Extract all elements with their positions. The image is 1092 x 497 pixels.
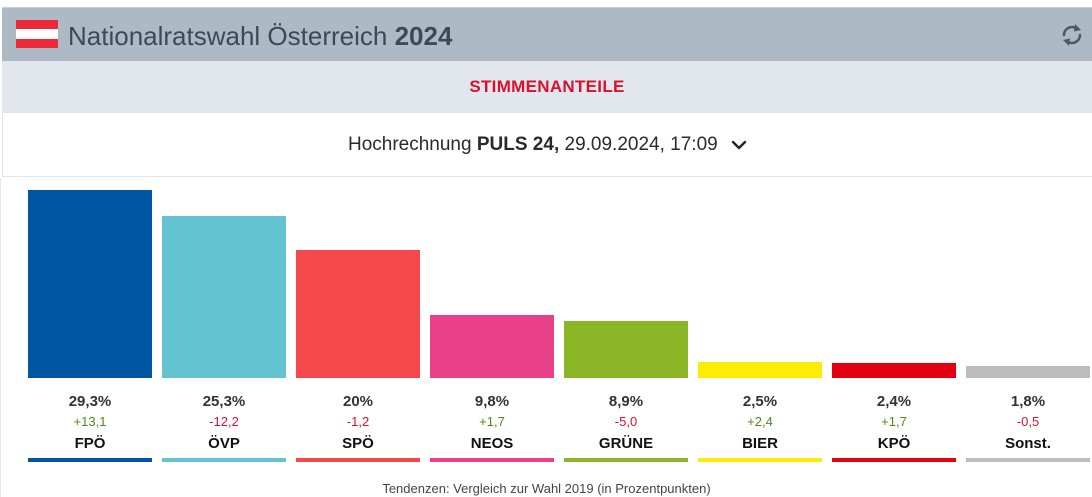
header-bar: Nationalratswahl Österreich 2024 <box>2 7 1092 61</box>
bar-4 <box>564 320 688 378</box>
bar-6 <box>832 362 956 378</box>
projection-datetime: 29.09.2024, 17:09 <box>559 134 718 155</box>
value-label: 8,9% <box>608 393 644 410</box>
projection-prefix: Hochrechnung <box>347 134 477 155</box>
difference-label: -5,0 <box>614 414 638 429</box>
party-color-underline <box>28 458 152 462</box>
difference-label: +1,7 <box>881 414 907 429</box>
party-color-underline <box>966 458 1090 462</box>
party-label: Sonst. <box>1005 435 1051 452</box>
tab-vote-share-label: STIMMENANTEILE <box>469 77 625 96</box>
difference-label: +13,1 <box>73 414 107 429</box>
difference-label: -12,2 <box>209 414 239 429</box>
bar-5 <box>698 361 822 378</box>
party-color-underline <box>162 458 286 462</box>
bar-0 <box>28 190 152 378</box>
party-label: KPÖ <box>877 435 911 452</box>
value-label: 1,8% <box>1010 393 1046 410</box>
party-label: BIER <box>742 435 778 452</box>
title-year: 2024 <box>394 21 453 51</box>
vote-share-bar-chart: Tendenzen: Vergleich zur Wahl 2019 (in P… <box>0 178 1092 497</box>
bar-3 <box>430 315 554 378</box>
projection-selector-dropdown[interactable]: Hochrechnung PULS 24, 29.09.2024, 17:09 <box>2 113 1092 177</box>
bar-2 <box>296 249 420 378</box>
party-label: NEOS <box>470 435 514 452</box>
difference-label: +1,7 <box>479 414 505 429</box>
party-label: SPÖ <box>342 435 374 452</box>
flag-stripe-top <box>16 20 58 30</box>
party-label: GRÜNE <box>598 435 654 452</box>
tab-vote-share[interactable]: STIMMENANTEILE <box>2 61 1092 113</box>
chevron-down-icon[interactable] <box>731 139 747 151</box>
value-label: 2,5% <box>742 393 778 410</box>
title-main: Nationalratswahl Österreich <box>68 21 388 51</box>
party-color-underline <box>430 458 554 462</box>
flag-stripe-bottom <box>16 38 58 48</box>
value-label: 29,3% <box>68 393 112 410</box>
value-label: 20% <box>342 393 374 410</box>
value-label: 9,8% <box>474 393 510 410</box>
difference-label: -1,2 <box>346 414 370 429</box>
bar-1 <box>162 215 286 378</box>
austria-flag-icon <box>16 20 58 48</box>
difference-label: +2,4 <box>747 414 773 429</box>
projection-source: PULS 24, <box>476 134 560 155</box>
difference-label: -0,5 <box>1016 414 1040 429</box>
party-label: ÖVP <box>208 435 240 452</box>
party-color-underline <box>832 458 956 462</box>
party-color-underline <box>698 458 822 462</box>
chart-footnote: Tendenzen: Vergleich zur Wahl 2019 (in P… <box>382 481 711 496</box>
value-label: 25,3% <box>202 393 246 410</box>
value-label: 2,4% <box>876 393 912 410</box>
flag-stripe-middle <box>16 29 58 39</box>
party-color-underline <box>564 458 688 462</box>
projection-selector-text: Hochrechnung PULS 24, 29.09.2024, 17:09 <box>3 134 1092 156</box>
party-color-underline <box>296 458 420 462</box>
refresh-icon[interactable] <box>1058 21 1086 49</box>
page-title: Nationalratswahl Österreich 2024 <box>68 21 452 52</box>
bar-7 <box>966 366 1090 378</box>
party-label: FPÖ <box>74 435 106 452</box>
